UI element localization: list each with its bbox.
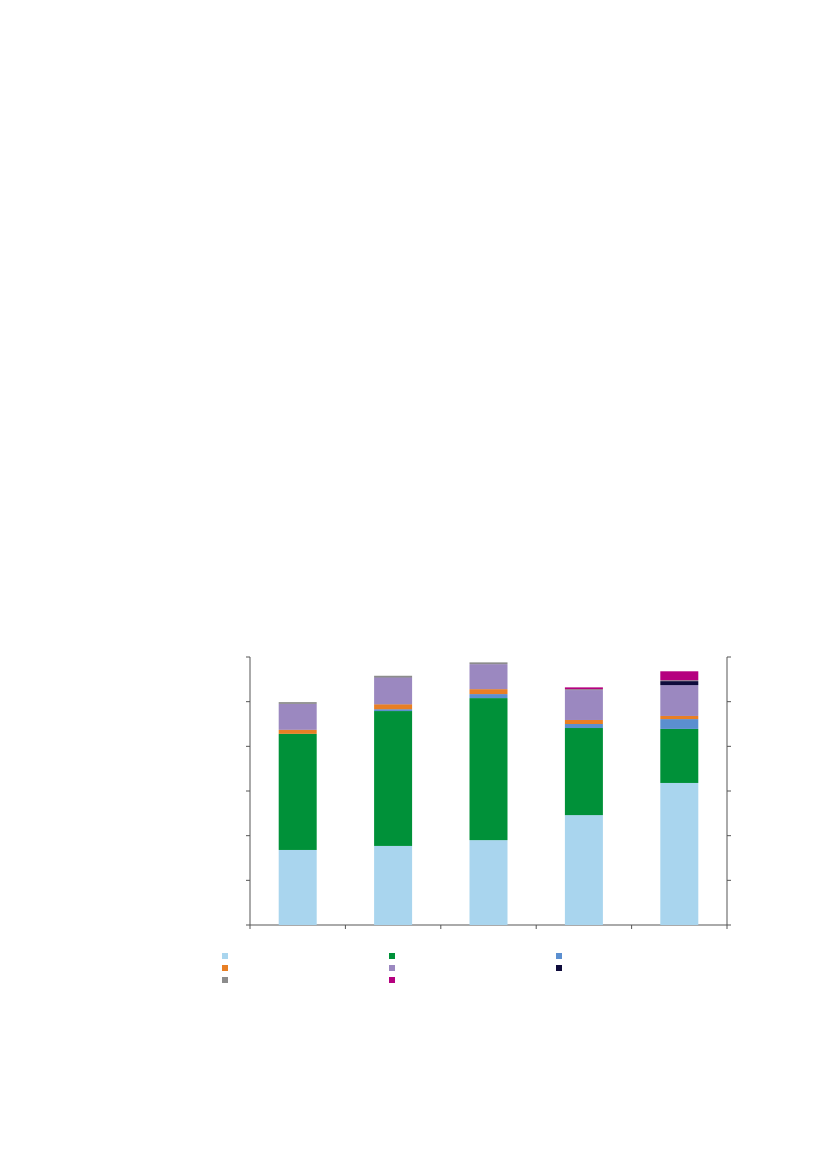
bar-segment [374,677,413,705]
bar-segment [469,840,508,925]
bar-segment [564,689,603,691]
bar-segment [374,675,413,678]
bar-segment [660,728,699,783]
bar-segment [564,690,603,720]
legend-marker [556,965,562,971]
bar-segment [469,694,508,699]
bar-segment [374,704,413,710]
bar-segment [660,671,699,681]
bar-segment [564,728,603,816]
bar-segment [660,685,699,716]
bar-segment [660,719,699,729]
bar-segment [374,845,413,925]
bar-segment [660,782,699,925]
legend-marker [389,965,395,971]
legend-marker [222,953,228,959]
legend-marker [556,953,562,959]
bar-segment [278,702,317,704]
bar-segment [278,849,317,925]
legend-marker [222,977,228,983]
bar-segment [278,703,317,730]
bar-segment [564,724,603,729]
legend-marker [222,965,228,971]
legend-marker [389,977,395,983]
bar-segment [469,689,508,695]
bar-segment [660,680,699,682]
bar-segment [660,715,699,720]
bar-segment [660,681,699,686]
bar-segment [374,711,413,846]
legend-marker [389,953,395,959]
bar-segment [374,709,413,712]
bar-segment [564,687,603,690]
bar-segment [278,733,317,850]
bar-segment [469,664,508,690]
bar-segment [469,662,508,665]
bar-segment [564,815,603,925]
bar-segment [564,719,603,724]
bar-segment [469,698,508,841]
bar-segment [278,729,317,734]
